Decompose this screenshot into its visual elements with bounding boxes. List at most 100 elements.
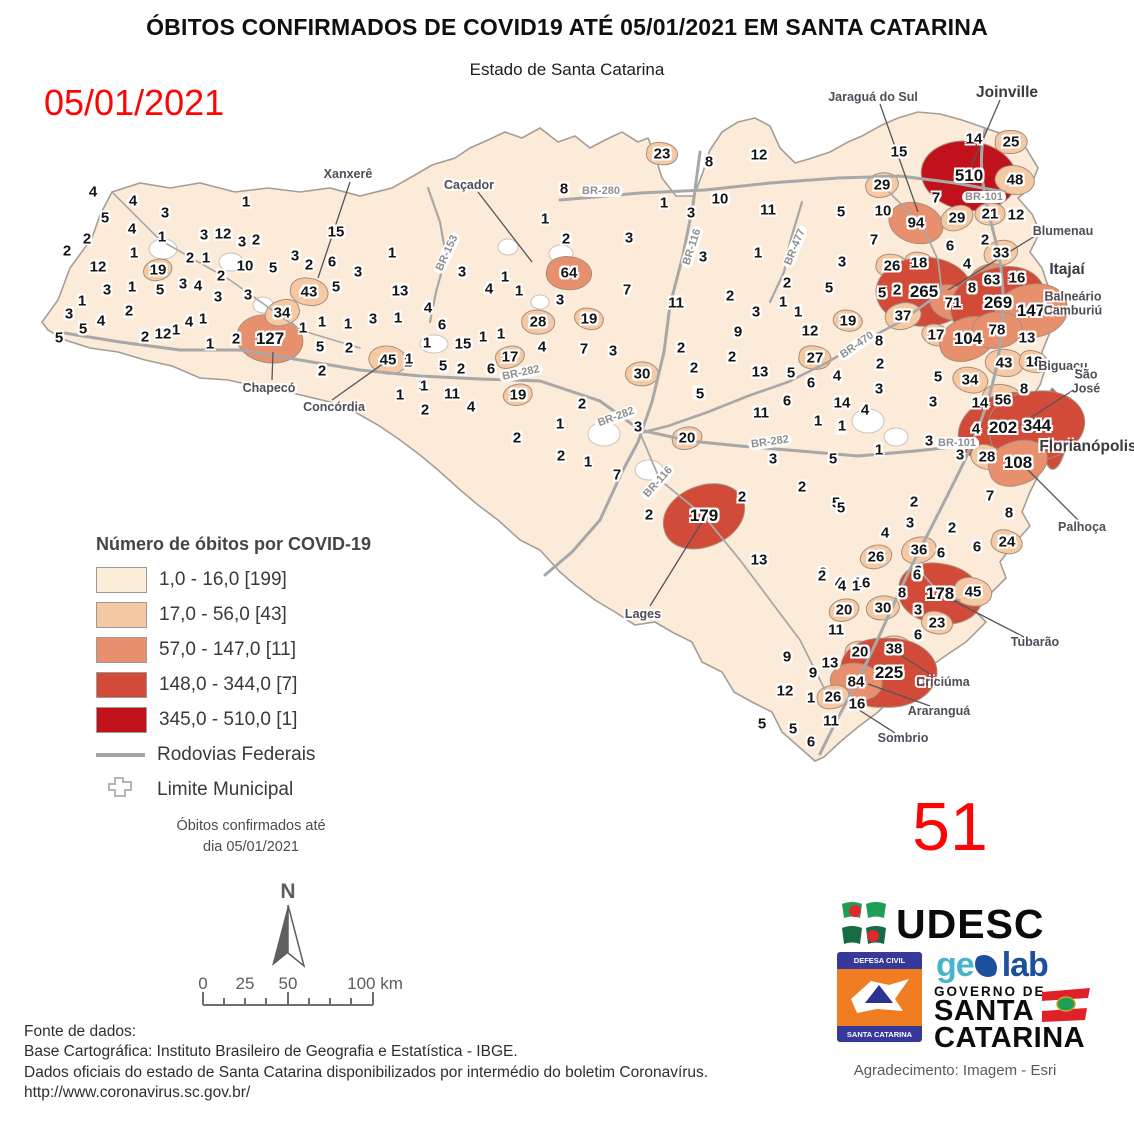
municipality-death-count: 8 xyxy=(1019,380,1029,398)
municipality-death-count: 3 xyxy=(290,247,300,265)
municipality-death-count: 14 xyxy=(833,394,851,412)
governo-line1: GOVERNO DE xyxy=(934,984,1046,999)
municipality-death-count: 3 xyxy=(837,253,847,271)
municipality-death-count: 3 xyxy=(608,342,618,360)
municipality-death-count: 3 xyxy=(213,288,223,306)
municipality-death-count: 45 xyxy=(964,583,982,601)
road-label: BR-470 xyxy=(835,327,879,363)
legend-class-row: 1,0 - 16,0 [199] xyxy=(96,566,426,593)
count-annotation: 51 xyxy=(912,789,988,865)
municipality-death-count: 1 xyxy=(496,325,506,343)
city-label: Balneário Camburiú xyxy=(1043,289,1103,318)
municipality-death-count: 30 xyxy=(874,599,892,617)
municipality-death-count: 5 xyxy=(315,338,325,356)
municipality-death-count: 34 xyxy=(961,371,979,389)
municipality-death-count: 2 xyxy=(875,355,885,373)
municipality-death-count: 1 xyxy=(806,689,816,707)
legend-boundary-row: Limite Municipal xyxy=(96,777,426,802)
municipality-death-count: 1 xyxy=(837,417,847,435)
municipality-death-count: 13 xyxy=(821,654,839,672)
legend-swatch xyxy=(96,706,147,733)
municipality-death-count: 5 xyxy=(836,499,846,517)
city-label: Lages xyxy=(624,606,662,621)
municipality-death-count: 127 xyxy=(255,329,285,348)
municipality-death-count: 6 xyxy=(486,360,496,378)
legend-class-label: 57,0 - 147,0 [11] xyxy=(159,638,296,660)
municipality-death-count: 12 xyxy=(154,325,172,343)
city-label: Palhoça xyxy=(1058,519,1106,534)
municipality-death-count: 5 xyxy=(693,384,703,402)
municipality-death-count: 36 xyxy=(910,541,928,559)
municipality-death-count: 3 xyxy=(368,310,378,328)
municipality-death-count: 4 xyxy=(971,420,981,438)
municipality-death-count: 24 xyxy=(998,533,1016,551)
municipality-death-count: 2 xyxy=(62,242,72,260)
municipality-death-count: 2 xyxy=(727,348,737,366)
municipality-death-count: 1 xyxy=(835,419,845,437)
municipality-death-count: 3 xyxy=(874,380,884,398)
road-label: BR-282 xyxy=(747,433,793,451)
municipality-death-count: 15 xyxy=(890,143,908,161)
municipality-death-count: 2 xyxy=(892,281,902,299)
municipality-death-count: 9 xyxy=(808,664,818,682)
municipality-death-count: 2 xyxy=(82,230,92,248)
municipality-death-count: 12 xyxy=(801,322,819,340)
municipality-death-count: 5 xyxy=(757,715,767,733)
municipality-death-count: 23 xyxy=(928,614,946,632)
municipality-death-count: 12 xyxy=(750,146,768,164)
municipality-death-count: 1 xyxy=(171,321,181,339)
legend-class-label: 345,0 - 510,0 [1] xyxy=(159,708,298,730)
municipality-death-count: 11 xyxy=(823,712,839,730)
municipality-death-count: 3 xyxy=(199,226,209,244)
municipality-death-count: 5 xyxy=(836,203,846,221)
municipality-death-count: 63 xyxy=(983,271,1001,289)
municipality-death-count: 3 xyxy=(768,450,778,468)
footer-line: Fonte de dados: xyxy=(24,1023,137,1040)
municipality-death-count: 202 xyxy=(988,418,1018,437)
callout-leader-lines xyxy=(271,99,1079,734)
municipality-shape xyxy=(994,130,1028,154)
municipality-death-count: 9 xyxy=(782,648,792,666)
defesa-civil-top-label: DEFESA CIVIL xyxy=(853,956,906,965)
municipality-death-count: 19 xyxy=(580,310,598,328)
legend-caption: Óbitos confirmados até dia 05/01/2021 xyxy=(126,816,376,858)
legend-class-row: 17,0 - 56,0 [43] xyxy=(96,601,426,628)
municipality-death-count: 7 xyxy=(622,281,632,299)
municipality-death-count: 84 xyxy=(847,673,865,691)
municipality-death-count: 6 xyxy=(806,733,816,751)
municipality-death-count: 1 xyxy=(500,268,510,286)
municipality-death-count: 5 xyxy=(78,320,88,338)
municipality-death-count: 3 xyxy=(353,263,363,281)
municipality-death-count: 9 xyxy=(733,323,743,341)
municipality-death-count: 1 xyxy=(555,415,565,433)
city-label: Criciúma xyxy=(916,674,970,689)
municipality-death-count: 2 xyxy=(737,488,747,506)
municipality-death-count: 34 xyxy=(273,304,291,322)
road-label: BR-101 xyxy=(962,191,1006,203)
municipality-death-count: 18 xyxy=(1025,353,1043,371)
municipality-death-count: 6 xyxy=(912,566,922,584)
municipality-death-count: 23 xyxy=(653,145,671,163)
municipality-death-count: 1 xyxy=(77,292,87,310)
municipality-death-count: 3 xyxy=(905,514,915,532)
municipality-death-count: 16 xyxy=(1008,269,1026,287)
municipality-death-count: 3 xyxy=(955,446,965,464)
municipality-death-count: 2 xyxy=(644,506,654,524)
municipality-death-count: 265 xyxy=(909,282,939,301)
municipality-death-count: 3 xyxy=(633,418,643,436)
municipality-death-count: 2 xyxy=(561,230,571,248)
municipality-death-count: 2 xyxy=(140,328,150,346)
municipality-death-count: 48 xyxy=(1006,171,1024,189)
municipality-death-count: 2 xyxy=(185,249,195,267)
municipality-death-count: 3 xyxy=(243,286,253,304)
municipality-death-count: 2 xyxy=(577,395,587,413)
municipality-death-count: 11 xyxy=(828,621,844,639)
municipality-death-count: 56 xyxy=(994,391,1012,409)
acknowledgment-text: Agradecimento: Imagem - Esri xyxy=(853,1062,1057,1079)
municipality-death-count: 5 xyxy=(788,720,798,738)
municipality-death-count: 16 xyxy=(848,695,866,713)
footer-line: Base Cartográfica: Instituto Brasileiro … xyxy=(24,1043,518,1061)
municipality-death-count: 5 xyxy=(331,278,341,296)
